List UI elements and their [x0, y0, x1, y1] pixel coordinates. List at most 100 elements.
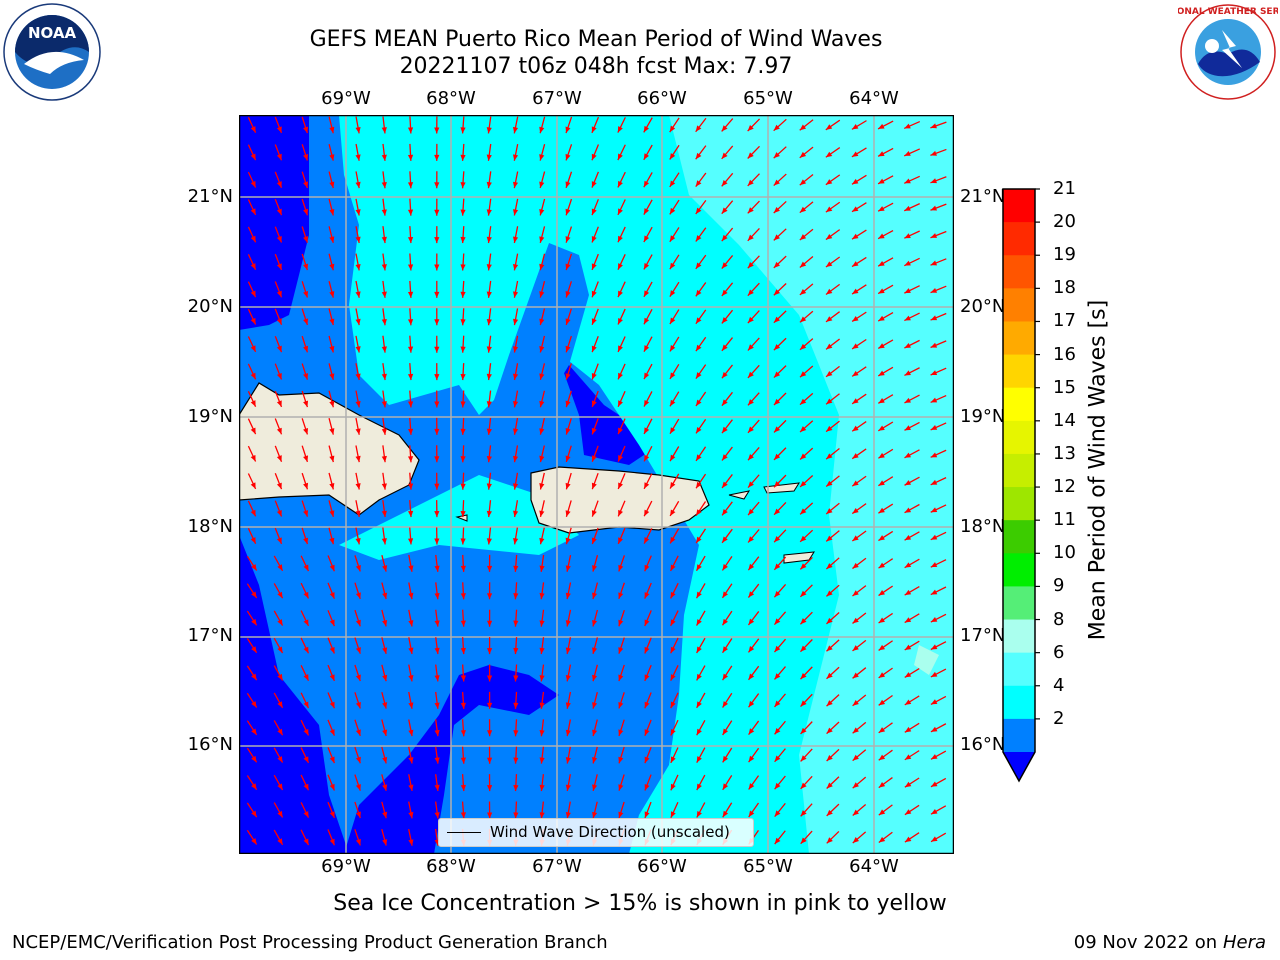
wave-direction-arrowhead [930, 534, 938, 540]
wave-direction-arrowhead [644, 564, 650, 572]
wave-direction-arrowhead [407, 401, 414, 408]
wave-direction-arrowhead [539, 675, 545, 682]
wave-direction-arrowhead [460, 209, 466, 216]
wave-direction-arrowhead [277, 564, 283, 571]
wave-direction-arrowhead [565, 236, 571, 243]
wave-direction-arrowhead [643, 153, 650, 160]
wave-direction-arrowhead [565, 208, 571, 216]
wave-direction-arrowhead [852, 562, 859, 569]
wave-direction-arrowhead [904, 480, 912, 486]
wave-direction-arrowhead [434, 182, 440, 189]
wave-direction-arrowhead [355, 291, 361, 298]
wave-direction-arrowhead [800, 618, 807, 625]
wave-direction-arrowhead [486, 538, 492, 545]
wave-direction-arrowhead [773, 289, 780, 296]
wave-direction-arrowhead [591, 345, 597, 353]
wave-direction-arrowhead [852, 754, 859, 761]
wave-direction-arrowhead [355, 455, 361, 463]
wave-direction-arrowhead [695, 207, 702, 215]
wave-direction-arrowhead [670, 427, 676, 434]
contour-under-2-southwest [239, 535, 349, 854]
wave-direction-arrowhead [878, 507, 885, 514]
wave-direction-arrowhead [904, 836, 912, 843]
wave-direction-arrowhead [250, 317, 256, 325]
wave-direction-arrowhead [773, 152, 780, 159]
colorbar-cell [1003, 652, 1035, 687]
wave-direction-arrowhead [276, 400, 282, 407]
wave-direction-arrowhead [617, 126, 623, 133]
wave-direction-arrowhead [486, 456, 492, 463]
wave-direction-arrowhead [670, 564, 676, 572]
wave-direction-arrowhead [539, 291, 545, 298]
wave-direction-arrowhead [747, 124, 754, 132]
wave-direction-arrowhead [878, 809, 886, 816]
wave-direction-arrowhead [618, 537, 624, 544]
wave-direction-arrowhead [644, 729, 650, 736]
wave-direction-arrowhead [329, 510, 335, 517]
wave-direction-arrowhead [618, 756, 624, 764]
wave-direction-arrowhead [434, 456, 440, 463]
wave-direction-arrowhead [381, 154, 387, 161]
wave-direction-arrowhead [407, 483, 414, 490]
wave-direction-arrowhead [434, 757, 440, 764]
wave-direction-arrowhead [539, 620, 545, 627]
wave-direction-arrowhead [618, 400, 623, 407]
wave-direction-arrowhead [565, 674, 571, 682]
wave-direction-arrowhead [251, 591, 257, 598]
wave-direction-arrowhead [539, 346, 545, 353]
wave-direction-arrowhead [512, 291, 519, 298]
wave-direction-arrowhead [670, 591, 676, 599]
wave-direction-arrowhead [382, 702, 388, 709]
wave-direction-arrowhead [826, 508, 833, 514]
wave-direction-arrowhead [748, 536, 754, 543]
wave-direction-arrowhead [382, 619, 388, 627]
wave-direction-arrowhead [722, 810, 729, 818]
wave-direction-arrowhead [748, 508, 754, 516]
wave-direction-arrowhead [618, 564, 624, 572]
wave-direction-arrowhead [930, 671, 938, 677]
wave-direction-arrowhead [878, 288, 885, 294]
wave-direction-arrowhead [722, 646, 729, 653]
wave-direction-arrowhead [460, 428, 466, 435]
svg-text:NOAA: NOAA [28, 24, 77, 42]
wave-direction-arrowhead [355, 838, 361, 846]
wave-direction-arrowhead [931, 808, 938, 815]
wave-direction-arrowhead [591, 400, 597, 407]
wave-direction-arrowhead [904, 425, 911, 431]
colorbar-tick-label: 18 [1053, 277, 1076, 299]
wave-direction-arrowhead [852, 617, 859, 624]
wave-direction-arrowhead [407, 209, 414, 216]
wave-direction-arrowhead [878, 590, 885, 596]
wave-direction-arrowhead [721, 262, 728, 269]
wave-direction-arrowhead [303, 701, 309, 709]
wave-direction-arrowhead [434, 565, 440, 572]
wave-direction-arrowhead [276, 482, 282, 490]
wave-direction-arrowhead [434, 538, 440, 545]
wave-direction-arrowhead [878, 836, 886, 843]
colorbar-tick-label: 19 [1053, 244, 1076, 266]
colorbar-tick-label: 10 [1053, 542, 1076, 564]
wave-direction-arrowhead [486, 127, 492, 134]
wave-direction-arrowhead [825, 124, 833, 130]
wave-direction-arrowhead [930, 754, 938, 760]
wave-direction-arrowhead [774, 590, 781, 598]
wave-direction-arrowhead [773, 124, 780, 131]
wave-direction-arrowhead [748, 755, 755, 763]
wave-direction-arrowhead [904, 672, 912, 678]
wave-direction-arrowhead [852, 425, 859, 432]
wave-direction-arrowhead [486, 209, 492, 216]
wave-direction-arrowhead [329, 729, 335, 736]
wave-direction-arrowhead [878, 425, 885, 431]
wave-direction-arrowhead [460, 702, 466, 709]
wave-direction-arrowhead [826, 837, 833, 844]
wave-direction-arrowhead [329, 537, 335, 545]
colorbar-tick-label: 8 [1053, 608, 1065, 630]
wave-direction-arrowhead [460, 154, 466, 161]
wave-direction-arrowhead [381, 318, 387, 326]
wave-direction-arrowhead [539, 181, 545, 189]
wave-direction-arrowhead [878, 343, 885, 349]
wave-direction-arrowhead [931, 836, 938, 842]
wave-direction-arrowhead [618, 647, 624, 654]
wave-direction-arrowhead [878, 754, 886, 761]
wave-direction-arrowhead [303, 482, 309, 490]
